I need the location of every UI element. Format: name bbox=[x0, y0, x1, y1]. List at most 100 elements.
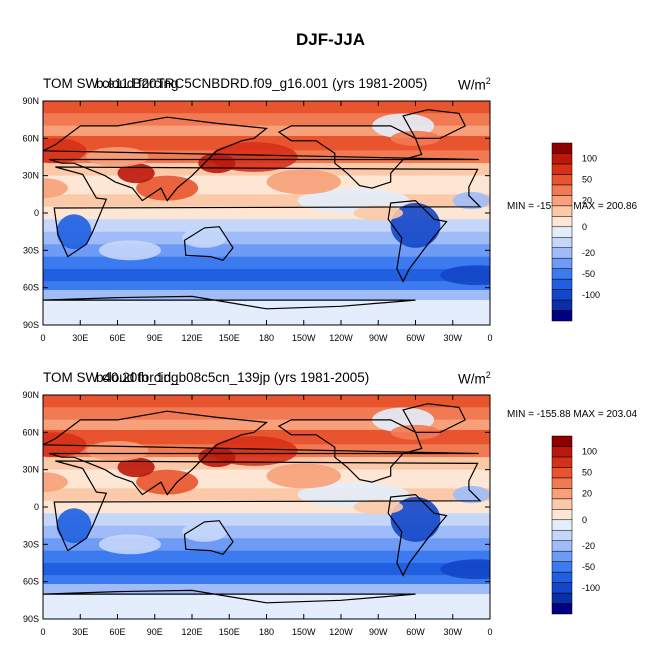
colorbar-swatch bbox=[551, 163, 573, 175]
field-feature bbox=[353, 499, 404, 515]
colorbar-label: 0 bbox=[582, 222, 587, 232]
colorbar-swatch bbox=[551, 236, 573, 248]
field-band bbox=[43, 290, 490, 301]
coastline bbox=[43, 410, 479, 496]
lon-label: 90E bbox=[147, 627, 163, 637]
lat-label: 60S bbox=[23, 283, 39, 293]
field-band bbox=[43, 525, 490, 539]
colorbar-swatch bbox=[551, 310, 573, 322]
coastline bbox=[183, 520, 234, 555]
lat-label: 90S bbox=[23, 614, 39, 624]
colorbar-swatch bbox=[551, 268, 573, 280]
field-band bbox=[43, 563, 490, 576]
lon-label: 90W bbox=[369, 333, 388, 343]
panel-2-case-title: b40.20th_1d_b08c5cn_139jp (yrs 1981-2005… bbox=[96, 370, 370, 385]
lon-label: 0 bbox=[40, 333, 45, 343]
colorbar-label: -50 bbox=[582, 562, 595, 572]
field-feature bbox=[440, 559, 490, 580]
lat-label: 30N bbox=[22, 171, 39, 181]
lon-label: 30W bbox=[443, 333, 462, 343]
colorbar-swatch bbox=[551, 446, 573, 458]
field-band bbox=[43, 584, 490, 595]
field-feature bbox=[182, 227, 227, 248]
field-feature bbox=[182, 521, 227, 542]
colorbar-swatch bbox=[551, 216, 573, 228]
lon-label: 120W bbox=[329, 627, 353, 637]
field-band bbox=[43, 256, 490, 269]
lon-label: 60E bbox=[109, 627, 125, 637]
coastline bbox=[402, 109, 467, 139]
field-feature bbox=[452, 191, 490, 210]
lon-label: 0 bbox=[487, 627, 492, 637]
colorbar-swatch bbox=[551, 582, 573, 594]
field-feature bbox=[86, 147, 149, 167]
coastline bbox=[43, 295, 416, 310]
colorbar-swatch bbox=[551, 153, 573, 165]
colorbar-label: -50 bbox=[582, 269, 595, 279]
coastline bbox=[277, 125, 423, 189]
colorbar-swatch bbox=[551, 509, 573, 521]
colorbar-swatch bbox=[551, 550, 573, 562]
panel-1-case-title: b.e11.B20TRC5CNBDRD.f09_g16.001 (yrs 198… bbox=[96, 76, 428, 91]
colorbar-swatch bbox=[551, 603, 573, 615]
lon-label: 30E bbox=[72, 627, 88, 637]
field-feature bbox=[353, 205, 404, 221]
colorbar-swatch bbox=[551, 498, 573, 510]
field-feature bbox=[440, 265, 490, 286]
lat-label: 90N bbox=[22, 390, 39, 400]
colorbar-swatch bbox=[551, 205, 573, 217]
coastline bbox=[43, 589, 416, 604]
lat-label: 0 bbox=[34, 502, 39, 512]
field-feature bbox=[390, 203, 441, 248]
coastline bbox=[43, 116, 479, 202]
lon-label: 120E bbox=[181, 333, 202, 343]
field-feature bbox=[56, 508, 92, 544]
map-panel-1: TOM SW cloud forcing b.e11.B20TRC5CNBDRD… bbox=[0, 76, 661, 376]
field-band bbox=[43, 219, 490, 232]
lon-label: 30E bbox=[72, 333, 88, 343]
coastline bbox=[53, 460, 482, 552]
colorbar-swatch bbox=[551, 488, 573, 500]
field-feature bbox=[43, 178, 68, 199]
panel-2-minmax: MIN = -155.88 MAX = 203.04 bbox=[507, 409, 638, 420]
coastline bbox=[402, 403, 467, 433]
lon-label: 0 bbox=[40, 627, 45, 637]
lat-label: 0 bbox=[34, 208, 39, 218]
lon-label: 180 bbox=[259, 333, 274, 343]
colorbar-label: 100 bbox=[582, 154, 597, 164]
lon-label: 30W bbox=[443, 627, 462, 637]
coastline bbox=[53, 166, 482, 258]
colorbar-swatch bbox=[551, 435, 573, 447]
field-feature bbox=[117, 163, 155, 184]
panel-2-variable-title: TOM SW cloud forcing bbox=[43, 370, 179, 385]
colorbar-swatch bbox=[551, 184, 573, 196]
field-band bbox=[43, 513, 490, 526]
panel-1-variable-title: TOM SW cloud forcing bbox=[43, 76, 179, 91]
colorbar-swatch bbox=[551, 519, 573, 531]
coastline bbox=[277, 419, 423, 483]
coastline bbox=[387, 199, 448, 283]
colorbar-swatch bbox=[551, 257, 573, 269]
lat-label: 60N bbox=[22, 133, 39, 143]
field-band bbox=[43, 281, 490, 291]
lat-label: 90N bbox=[22, 96, 39, 106]
figure-title: DJF-JJA bbox=[296, 30, 365, 49]
lon-label: 90W bbox=[369, 627, 388, 637]
colorbar-swatch bbox=[551, 195, 573, 207]
panel-1-units: W/m2 bbox=[458, 76, 491, 93]
field-band bbox=[43, 125, 490, 136]
field-feature bbox=[43, 472, 68, 493]
colorbar-swatch bbox=[551, 456, 573, 468]
lat-label: 30S bbox=[23, 245, 39, 255]
colorbar-swatch bbox=[551, 226, 573, 238]
colorbar-swatch bbox=[551, 592, 573, 604]
colorbar-label: 20 bbox=[582, 489, 592, 499]
lat-label: 60N bbox=[22, 427, 39, 437]
field-feature bbox=[86, 441, 149, 461]
lon-label: 60W bbox=[406, 627, 425, 637]
colorbar-label: 0 bbox=[582, 515, 587, 525]
colorbar-label: 100 bbox=[582, 447, 597, 457]
lon-label: 60E bbox=[109, 333, 125, 343]
colorbar-label: 50 bbox=[582, 468, 592, 478]
